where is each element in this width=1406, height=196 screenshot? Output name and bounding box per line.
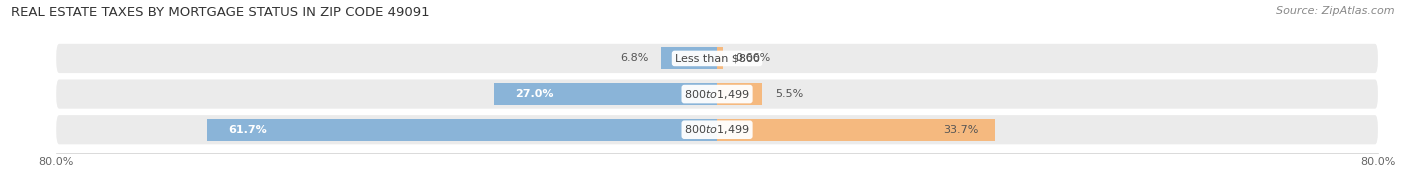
FancyBboxPatch shape bbox=[56, 44, 1378, 73]
Text: 6.8%: 6.8% bbox=[620, 54, 648, 64]
FancyBboxPatch shape bbox=[56, 115, 1378, 144]
Text: 5.5%: 5.5% bbox=[775, 89, 803, 99]
Text: 33.7%: 33.7% bbox=[943, 125, 979, 135]
Text: 61.7%: 61.7% bbox=[228, 125, 267, 135]
Bar bbox=[717, 83, 762, 105]
Text: 27.0%: 27.0% bbox=[515, 89, 553, 99]
Bar bbox=[661, 47, 717, 70]
Text: $800 to $1,499: $800 to $1,499 bbox=[685, 123, 749, 136]
Text: Source: ZipAtlas.com: Source: ZipAtlas.com bbox=[1277, 6, 1395, 16]
Text: $800 to $1,499: $800 to $1,499 bbox=[685, 88, 749, 101]
Text: Less than $800: Less than $800 bbox=[675, 54, 759, 64]
Bar bbox=[717, 47, 723, 70]
Bar bbox=[208, 119, 717, 141]
FancyBboxPatch shape bbox=[56, 79, 1378, 109]
Bar bbox=[494, 83, 717, 105]
Bar bbox=[717, 119, 995, 141]
Text: 0.66%: 0.66% bbox=[735, 54, 770, 64]
Text: REAL ESTATE TAXES BY MORTGAGE STATUS IN ZIP CODE 49091: REAL ESTATE TAXES BY MORTGAGE STATUS IN … bbox=[11, 6, 430, 19]
